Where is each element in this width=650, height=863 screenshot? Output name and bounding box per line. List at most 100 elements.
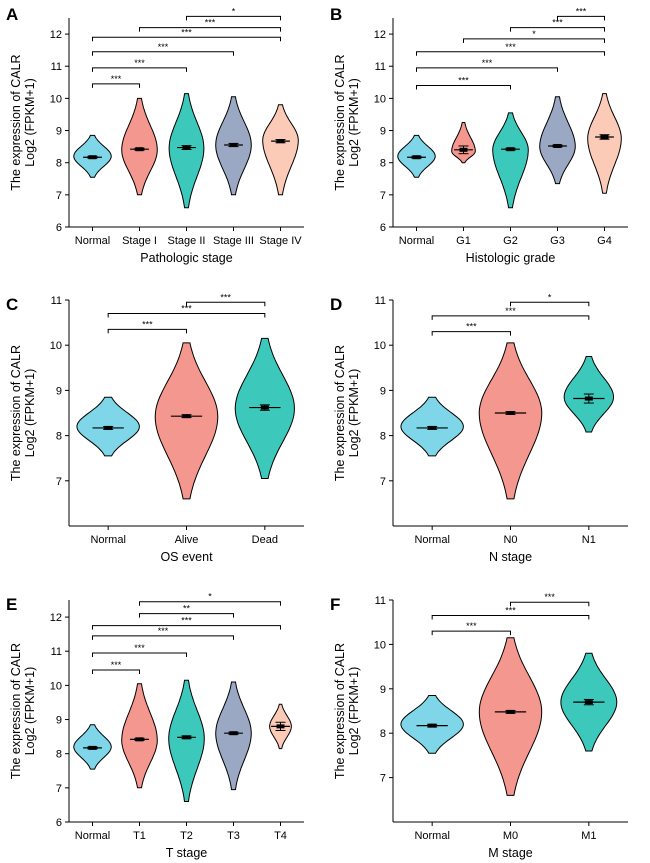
y-tick-label: 8 [56, 749, 62, 761]
significance-bracket [107, 328, 187, 334]
y-tick-label: 7 [380, 190, 386, 202]
violin-alive [154, 342, 219, 500]
significance-bracket [92, 625, 281, 630]
panel-letter: B [330, 5, 342, 24]
significance-label: * [208, 592, 212, 602]
panel-d: D 7 8 9 10 11 Normal N0 N1 N stage The expression … [330, 292, 628, 564]
y-tick-label: 11 [51, 295, 62, 307]
significance-bracket [557, 15, 605, 21]
significance-label: *** [458, 76, 469, 86]
significance-label: *** [552, 18, 563, 28]
significance-label: ** [183, 604, 191, 614]
significance-label: * [232, 6, 236, 16]
y-axis-title: The expression of CALR [9, 643, 23, 779]
significance-bracket [92, 67, 187, 72]
violin-n0 [478, 342, 543, 500]
significance-label: *** [158, 626, 169, 636]
median-marker [506, 709, 515, 714]
x-axis-title: OS event [160, 550, 213, 564]
y-tick-label: 8 [56, 431, 62, 443]
significance-bracket [510, 27, 605, 32]
y-tick-label: 9 [56, 385, 62, 397]
y-tick-label: 11 [51, 61, 62, 73]
y-tick-label: 7 [380, 476, 386, 488]
y-tick-label: 9 [56, 126, 62, 138]
y-tick-label: 9 [380, 126, 386, 138]
y-axis-title: The expression of CALR [9, 345, 23, 481]
significance-bracket [416, 67, 558, 72]
significance-bracket [186, 301, 266, 307]
panel-b: B 6 7 8 9 10 11 12 Normal G1 G2 G3 G4 Histologic grad… [330, 5, 628, 265]
significance-bracket [510, 301, 590, 307]
y-axis-title-units: Log2 (FPKM+1) [347, 667, 361, 756]
panel-f: F 7 8 9 10 11 Normal M0 M1 M stage The expression … [330, 592, 628, 860]
x-tick-label: Normal [399, 235, 434, 247]
significance-bracket [431, 630, 511, 636]
y-tick-label: 7 [56, 190, 62, 202]
x-tick-label: Normal [414, 830, 449, 842]
y-tick-label: 11 [375, 295, 386, 307]
significance-bracket [416, 51, 605, 56]
median-marker [600, 134, 609, 139]
significance-label: *** [576, 6, 587, 16]
x-tick-label: M1 [581, 830, 596, 842]
violin-stage-i [121, 97, 158, 196]
median-marker [553, 143, 562, 148]
significance-bracket [92, 51, 234, 56]
y-tick-label: 6 [56, 222, 62, 234]
significance-bracket [92, 669, 140, 675]
y-tick-label: 10 [50, 93, 62, 105]
y-tick-label: 11 [51, 646, 62, 658]
x-tick-label: Normal [75, 830, 110, 842]
significance-label: *** [181, 304, 192, 314]
significance-label: *** [544, 592, 555, 602]
significance-label: *** [134, 643, 145, 653]
violin-g4 [587, 93, 622, 194]
panel-letter: A [6, 5, 18, 24]
significance-bracket [92, 652, 187, 657]
median-marker [506, 411, 515, 415]
y-tick-label: 7 [56, 476, 62, 488]
violin-g3 [539, 96, 576, 185]
panel-a: A 6 7 8 9 10 11 12 Normal Stage I Stage II Stage II… [6, 5, 304, 265]
median-marker [229, 731, 238, 736]
significance-bracket [431, 315, 590, 320]
y-tick-label: 8 [380, 158, 386, 170]
median-marker [104, 425, 113, 430]
y-tick-label: 10 [374, 93, 386, 105]
significance-label: *** [181, 616, 192, 626]
significance-bracket [92, 635, 234, 640]
y-tick-label: 9 [380, 684, 386, 696]
median-marker [260, 405, 269, 410]
y-tick-label: 6 [380, 222, 386, 234]
median-marker [276, 724, 285, 729]
median-marker [506, 147, 515, 152]
significance-label: *** [482, 58, 493, 68]
y-axis-title: The expression of CALR [9, 54, 23, 190]
y-axis-title: The expression of CALR [333, 345, 347, 481]
median-marker [428, 723, 437, 728]
x-tick-label: N0 [503, 534, 517, 546]
median-marker [135, 737, 144, 742]
y-tick-label: 10 [374, 340, 386, 352]
y-tick-label: 12 [374, 29, 386, 41]
x-tick-label: G3 [550, 235, 565, 247]
x-tick-label: Stage I [122, 235, 157, 247]
x-axis-title: M stage [488, 846, 533, 860]
median-marker [412, 155, 421, 160]
median-marker [459, 147, 468, 152]
x-tick-label: T1 [133, 830, 146, 842]
violin-stage-iv [262, 104, 299, 196]
y-tick-label: 11 [375, 595, 386, 607]
panel-letter: E [6, 595, 17, 614]
x-tick-label: Dead [252, 534, 278, 546]
significance-bracket [107, 313, 266, 318]
significance-label: *** [181, 27, 192, 37]
significance-bracket [139, 601, 281, 606]
violin-m0 [478, 637, 543, 796]
panel-c: C 7 8 9 10 11 Normal Alive Dead OS event The expre… [6, 292, 304, 564]
significance-bracket [416, 85, 511, 90]
significance-label: *** [466, 621, 477, 631]
violin-t1 [121, 683, 158, 789]
